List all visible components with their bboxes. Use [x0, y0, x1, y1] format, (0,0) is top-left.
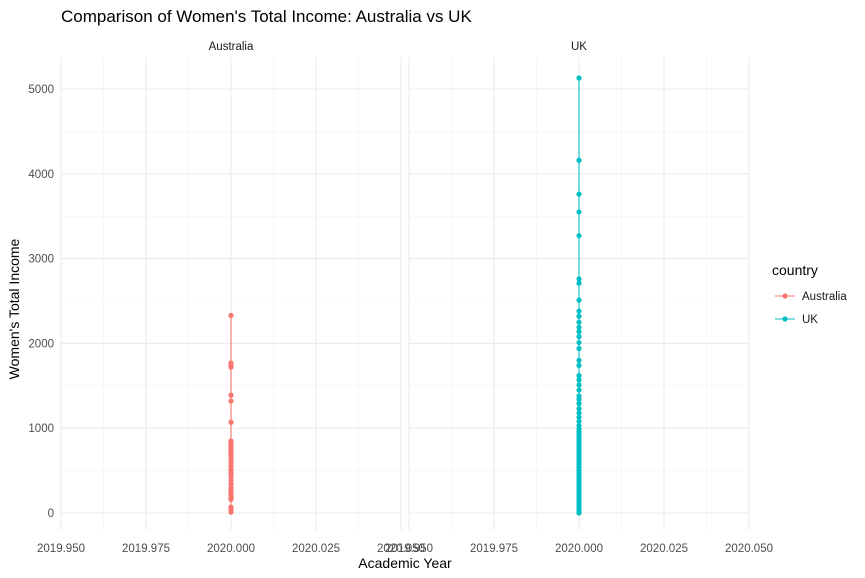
- legend-key-point: [782, 293, 788, 299]
- x-tick-label: 2020.000: [555, 543, 603, 555]
- data-point: [576, 313, 582, 319]
- data-point: [576, 157, 582, 163]
- y-tick-label: 0: [48, 508, 54, 520]
- x-tick-label: 2019.975: [122, 543, 170, 555]
- data-point: [576, 510, 582, 516]
- facet-panels: Australia 2019.950 2019.975 2020.000 2020.02…: [28, 41, 773, 555]
- data-point: [576, 328, 582, 335]
- y-tick-label: 3000: [28, 254, 54, 266]
- data-point: [576, 319, 582, 325]
- facet-panel-uk: UK 2019.950 2019.975 2020.000 2020.025 2020.0…: [385, 41, 773, 555]
- data-point: [576, 276, 582, 282]
- x-tick-label: 2020.025: [292, 543, 340, 555]
- data-point: [576, 410, 582, 416]
- data-point: [576, 308, 582, 314]
- data-point: [576, 406, 582, 412]
- data-point: [576, 233, 582, 239]
- legend-label: Australia: [802, 291, 847, 303]
- data-point: [576, 357, 582, 363]
- data-point: [228, 496, 234, 503]
- data-point: [576, 75, 582, 81]
- data-point: [576, 209, 582, 215]
- y-tick-labels: 0 1000 2000 3000 4000 5000: [28, 84, 54, 520]
- data-point: [576, 191, 582, 197]
- y-tick-label: 2000: [28, 338, 54, 350]
- data-point: [576, 334, 582, 340]
- data-point: [576, 396, 582, 402]
- data-point: [228, 419, 234, 425]
- legend: country Australia UK: [772, 262, 847, 326]
- facet-strip-label: UK: [571, 41, 587, 53]
- data-point: [228, 392, 234, 398]
- data-point: [576, 345, 582, 352]
- legend-entry-australia: Australia: [775, 291, 847, 303]
- data-point: [228, 364, 234, 370]
- data-point: [576, 324, 582, 330]
- x-tick-label: 2019.950: [385, 543, 433, 555]
- legend-label: UK: [802, 314, 818, 326]
- legend-entries: Australia UK: [775, 291, 847, 326]
- legend-title: country: [772, 262, 818, 278]
- y-axis-title: Women's Total Income: [6, 238, 22, 379]
- data-point: [576, 382, 582, 388]
- x-tick-label: 2019.950: [37, 543, 85, 555]
- y-tick-label: 5000: [28, 84, 54, 96]
- data-point: [576, 414, 582, 420]
- facet-strip-label: Australia: [209, 41, 254, 53]
- data-point: [576, 339, 582, 346]
- data-point: [576, 297, 582, 303]
- data-point: [576, 280, 582, 286]
- data-point: [576, 362, 582, 369]
- x-tick-label: 2020.050: [377, 543, 425, 555]
- y-tick-label: 4000: [28, 169, 54, 181]
- data-point: [576, 373, 582, 379]
- data-point: [576, 377, 582, 383]
- data-point: [576, 401, 582, 407]
- data-point: [228, 312, 234, 319]
- legend-entry-uk: UK: [775, 314, 818, 326]
- series-uk: [576, 75, 582, 516]
- data-point: [228, 509, 234, 515]
- series-australia: [228, 312, 234, 515]
- data-point: [228, 398, 234, 404]
- facet-panel-australia: Australia 2019.950 2019.975 2020.000 2020.02…: [37, 41, 425, 555]
- data-point: [576, 387, 582, 393]
- data-point: [576, 418, 582, 425]
- legend-key-point: [782, 316, 788, 322]
- x-axis-title: Academic Year: [358, 555, 452, 571]
- x-tick-label: 2019.975: [470, 543, 518, 555]
- x-tick-label: 2020.050: [725, 543, 773, 555]
- x-tick-label: 2020.025: [640, 543, 688, 555]
- y-tick-label: 1000: [28, 423, 54, 435]
- x-tick-label: 2020.000: [207, 543, 255, 555]
- chart-title: Comparison of Women's Total Income: Aust…: [61, 7, 472, 26]
